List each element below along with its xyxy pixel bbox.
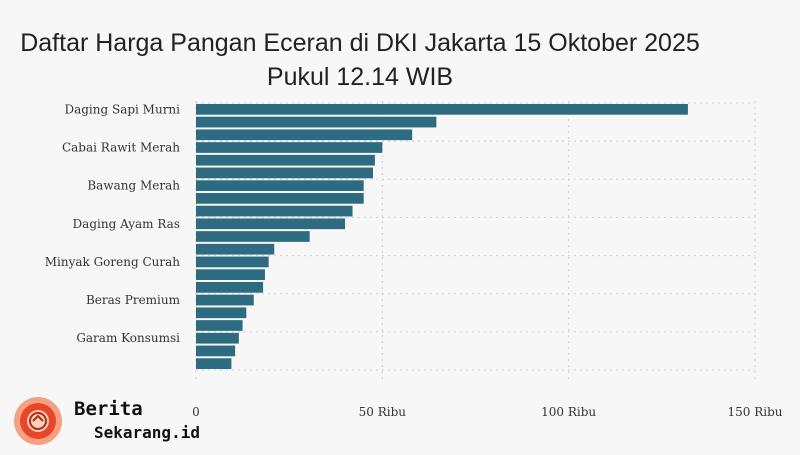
y-axis-labels: Daging Sapi Murni Cabai Rawit Merah Bawang… (45, 102, 181, 345)
bar[interactable] (196, 205, 353, 217)
x-axis-tick-labels: 0 50 Ribu 100 Ribu 150 Ribu (192, 405, 783, 419)
sun-logo-icon (14, 397, 62, 445)
bar[interactable] (196, 332, 239, 344)
bars (196, 104, 688, 369)
bar[interactable] (196, 307, 247, 319)
bar[interactable] (196, 142, 383, 153)
bar[interactable] (196, 180, 364, 191)
x-tick-label: 0 (192, 405, 200, 419)
logo-text-berita: Berita (74, 398, 143, 420)
bar[interactable] (196, 116, 437, 128)
bar[interactable] (196, 167, 374, 179)
bar[interactable] (196, 345, 236, 357)
chart-title: Daftar Harga Pangan Eceran di DKI Jakart… (20, 29, 700, 91)
y-category-label: Minyak Goreng Curah (45, 255, 181, 269)
y-category-label: Garam Konsumsi (76, 331, 180, 345)
y-category-label: Cabai Rawit Merah (62, 141, 180, 155)
bar[interactable] (196, 218, 346, 230)
logo-text-sekarang: Sekarang.id (94, 423, 200, 442)
bar[interactable] (196, 243, 275, 255)
bar[interactable] (196, 294, 254, 306)
x-tick-label: 100 Ribu (541, 405, 596, 419)
y-category-label: Daging Ayam Ras (73, 217, 180, 231)
y-category-label: Bawang Merah (87, 179, 180, 193)
bar[interactable] (196, 193, 364, 204)
bar[interactable] (196, 154, 375, 166)
bar[interactable] (196, 129, 413, 141)
bar[interactable] (196, 282, 264, 293)
x-tick-label: 150 Ribu (727, 405, 782, 419)
y-category-label: Beras Premium (86, 293, 181, 307)
bar[interactable] (196, 269, 265, 280)
y-category-label: Daging Sapi Murni (64, 102, 180, 116)
x-tick-label: 50 Ribu (359, 405, 407, 419)
bar[interactable] (196, 320, 243, 331)
bar[interactable] (196, 104, 688, 115)
brand-logo: Berita Sekarang.id (8, 390, 228, 452)
bar[interactable] (196, 256, 269, 268)
bar[interactable] (196, 358, 232, 369)
bar[interactable] (196, 231, 310, 242)
